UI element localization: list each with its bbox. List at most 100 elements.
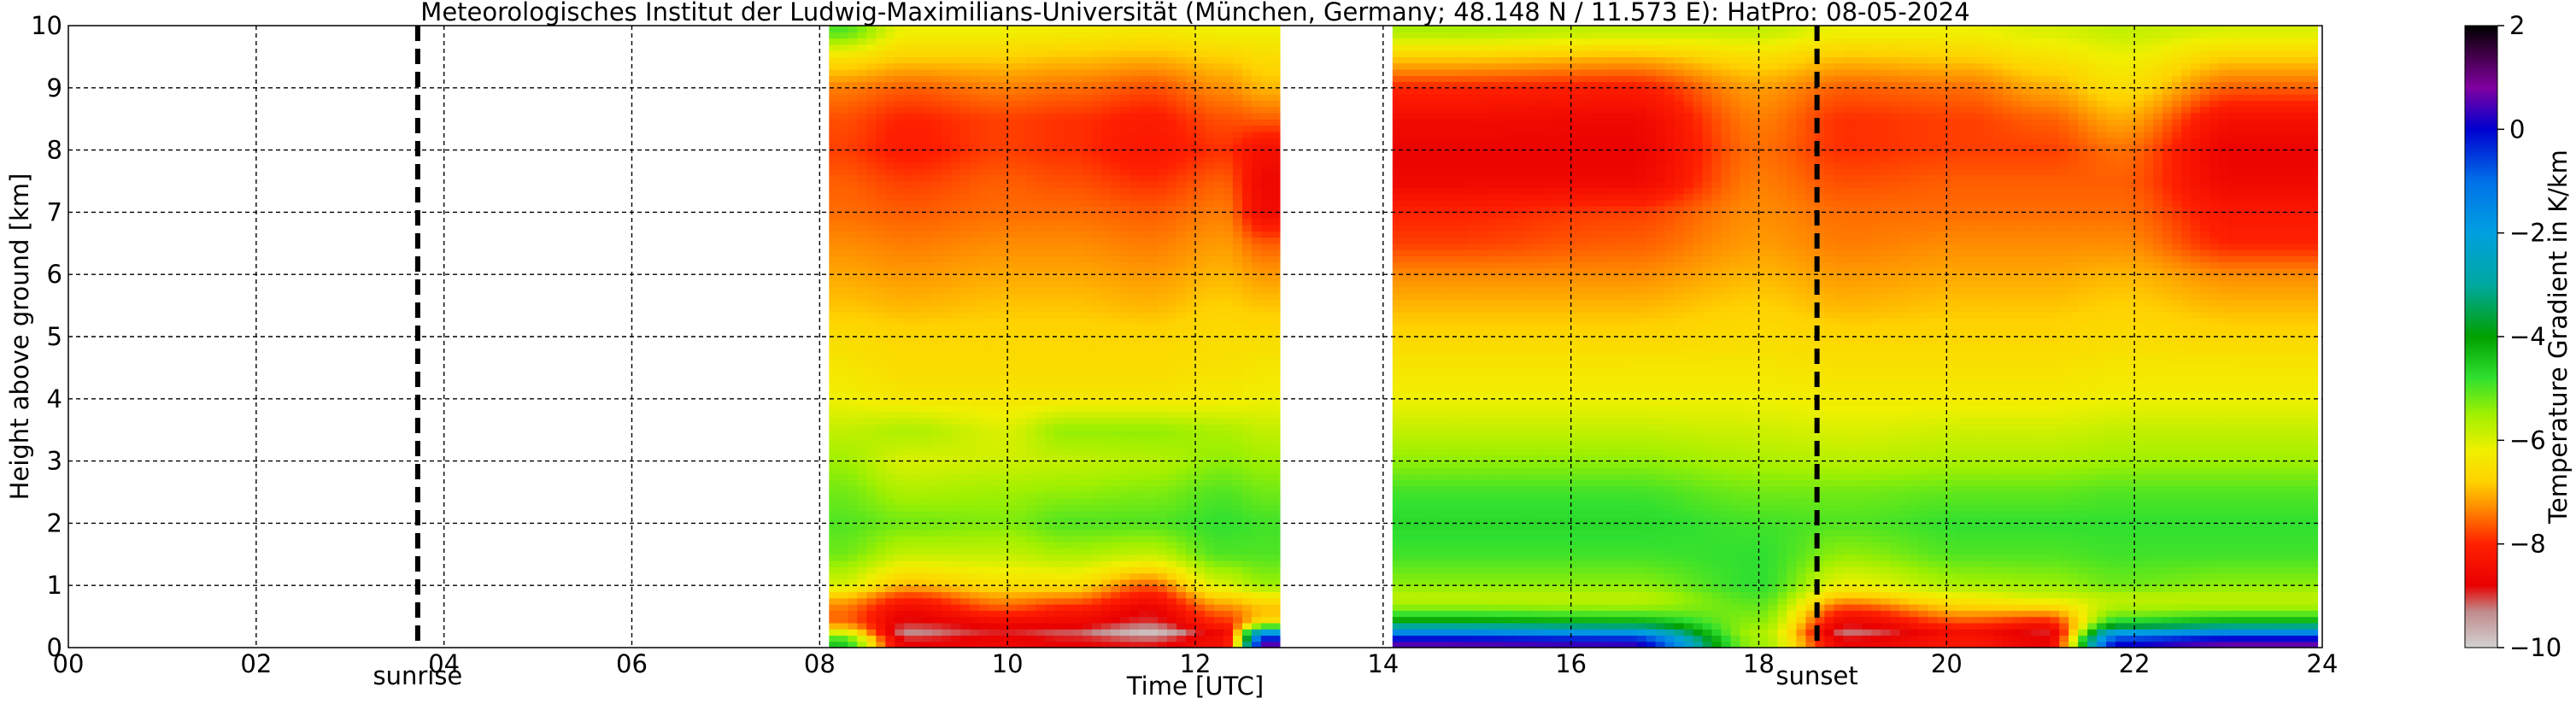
heatmap-cell xyxy=(989,324,999,331)
heatmap-cell xyxy=(1204,199,1215,207)
heatmap-cell xyxy=(1130,529,1140,537)
heatmap-cell xyxy=(1251,299,1262,307)
heatmap-cell xyxy=(970,616,980,624)
heatmap-cell xyxy=(1054,349,1065,356)
heatmap-cell xyxy=(1232,343,1243,350)
heatmap-cell xyxy=(1204,560,1215,567)
heatmap-cell xyxy=(895,243,905,250)
heatmap-cell xyxy=(1223,610,1234,618)
heatmap-cell xyxy=(1120,100,1130,108)
heatmap-cell xyxy=(1241,106,1253,114)
heatmap-cell xyxy=(913,224,924,232)
heatmap-cell xyxy=(979,26,989,32)
heatmap-cell xyxy=(895,542,905,549)
heatmap-cell xyxy=(1232,398,1243,406)
heatmap-cell xyxy=(960,131,971,138)
heatmap-cell xyxy=(1251,622,1262,630)
heatmap-cell xyxy=(1213,635,1224,642)
heatmap-cell xyxy=(913,436,924,443)
heatmap-cell xyxy=(1186,193,1196,201)
heatmap-cell xyxy=(1223,492,1234,499)
heatmap-cell xyxy=(1251,610,1262,618)
heatmap-cell xyxy=(1270,26,1281,32)
heatmap-cell xyxy=(923,119,933,126)
heatmap-cell xyxy=(1401,193,1412,201)
heatmap-cell xyxy=(829,106,839,114)
heatmap-cell xyxy=(951,231,961,238)
heatmap-cell xyxy=(913,355,924,362)
heatmap-cell xyxy=(1241,517,1253,524)
heatmap-cell xyxy=(1186,138,1196,144)
heatmap-cell xyxy=(942,174,952,182)
heatmap-cell xyxy=(1204,523,1215,531)
heatmap-cell xyxy=(998,293,1008,300)
heatmap-cell xyxy=(1120,68,1130,76)
heatmap-cell xyxy=(932,423,942,431)
heatmap-cell xyxy=(1120,261,1130,269)
heatmap-cell xyxy=(923,411,933,419)
heatmap-cell xyxy=(1083,261,1093,269)
heatmap-cell xyxy=(1401,542,1412,549)
heatmap-cell xyxy=(1026,318,1036,326)
heatmap-cell xyxy=(932,293,942,300)
heatmap-cell xyxy=(1101,193,1112,201)
heatmap-cell xyxy=(1092,629,1102,637)
heatmap-cell xyxy=(904,199,914,207)
heatmap-cell xyxy=(1017,94,1027,101)
heatmap-cell xyxy=(1167,529,1177,537)
heatmap-cell xyxy=(1064,343,1074,350)
heatmap-cell xyxy=(1017,417,1027,425)
heatmap-cell xyxy=(1036,26,1046,32)
heatmap-cell xyxy=(1401,449,1412,455)
heatmap-cell xyxy=(1392,635,1403,642)
heatmap-cell xyxy=(1101,144,1112,151)
heatmap-cell xyxy=(1148,38,1159,45)
heatmap-cell xyxy=(1101,386,1112,394)
heatmap-cell xyxy=(1036,616,1046,624)
heatmap-cell xyxy=(1092,237,1102,244)
heatmap-cell xyxy=(1073,566,1083,574)
heatmap-cell xyxy=(970,237,980,244)
heatmap-cell xyxy=(838,355,848,362)
heatmap-cell xyxy=(1017,50,1027,57)
heatmap-cell xyxy=(1130,411,1140,419)
heatmap-cell xyxy=(1111,566,1121,574)
heatmap-cell xyxy=(1092,150,1102,157)
heatmap-cell xyxy=(1232,112,1243,120)
heatmap-cell xyxy=(1073,138,1083,144)
heatmap-cell xyxy=(942,106,952,114)
heatmap-cell xyxy=(895,455,905,462)
heatmap-cell xyxy=(1186,318,1196,326)
heatmap-cell xyxy=(923,299,933,307)
heatmap-cell xyxy=(1186,591,1196,599)
heatmap-cell xyxy=(1083,255,1093,263)
heatmap-cell xyxy=(1270,87,1281,95)
heatmap-cell xyxy=(1195,68,1206,76)
heatmap-cell xyxy=(1130,112,1140,120)
heatmap-cell xyxy=(932,392,942,400)
heatmap-cell xyxy=(885,430,895,437)
heatmap-cell xyxy=(1139,517,1149,524)
heatmap-cell xyxy=(1130,641,1140,648)
heatmap-cell xyxy=(989,622,999,630)
heatmap-cell xyxy=(1026,138,1036,144)
heatmap-cell xyxy=(951,26,961,32)
heatmap-cell xyxy=(1120,231,1130,238)
heatmap-cell xyxy=(829,504,839,512)
heatmap-cell xyxy=(1130,604,1140,611)
heatmap-cell xyxy=(1083,193,1093,201)
heatmap-cell xyxy=(932,56,942,64)
heatmap-cell xyxy=(848,386,858,394)
heatmap-cell xyxy=(848,423,858,431)
heatmap-cell xyxy=(979,548,989,555)
heatmap-cell xyxy=(960,373,971,381)
heatmap-cell xyxy=(970,125,980,132)
heatmap-cell xyxy=(1232,150,1243,157)
heatmap-cell xyxy=(904,261,914,269)
heatmap-cell xyxy=(923,274,933,282)
heatmap-cell xyxy=(1083,286,1093,294)
heatmap-cell xyxy=(970,473,980,481)
heatmap-cell xyxy=(848,449,858,455)
heatmap-cell xyxy=(838,68,848,76)
heatmap-cell xyxy=(1017,305,1027,313)
